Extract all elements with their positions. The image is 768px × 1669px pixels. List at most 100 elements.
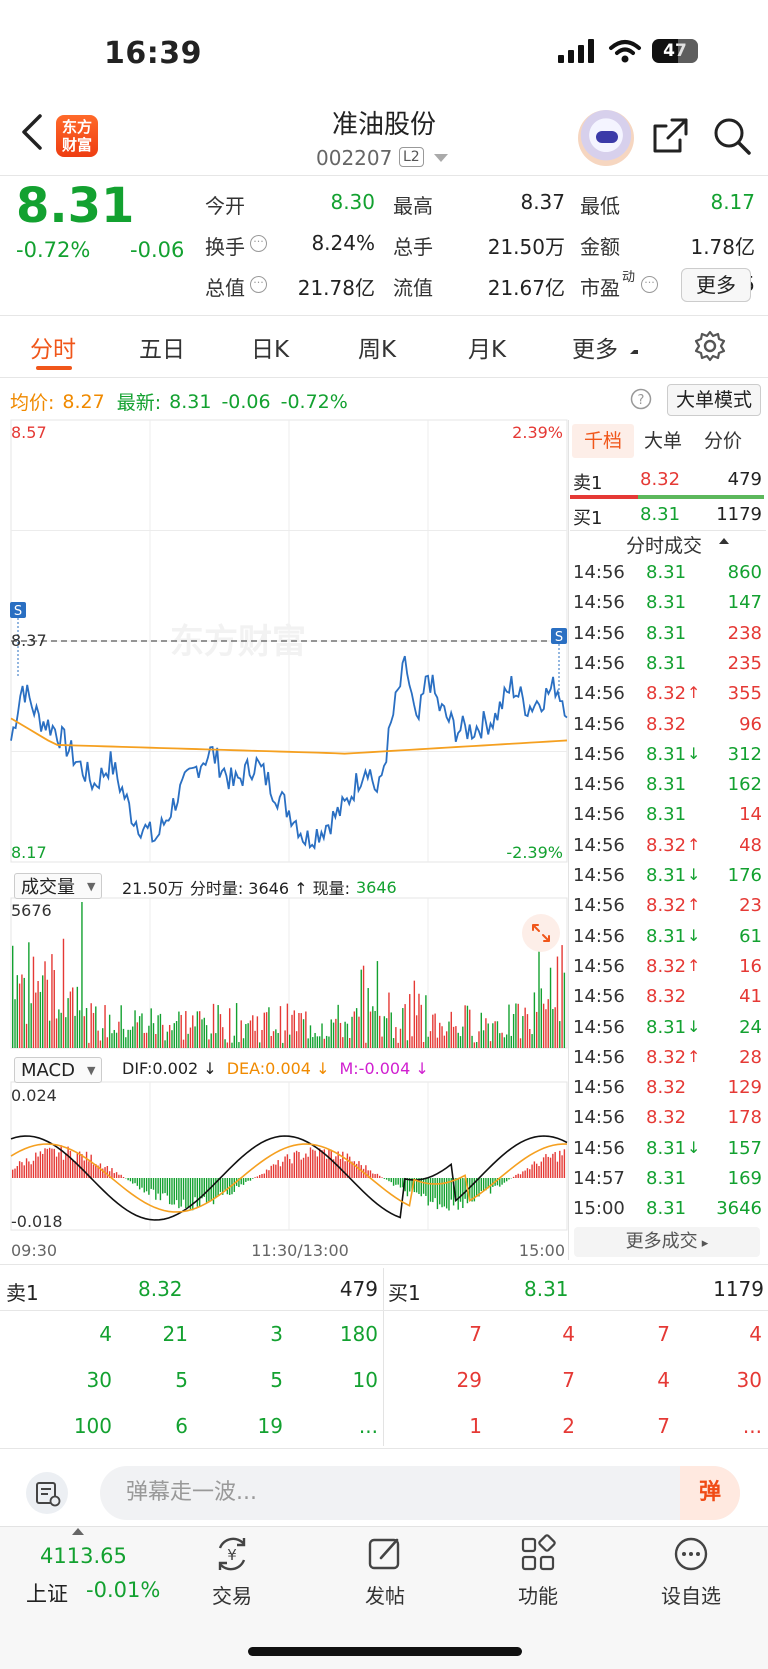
macd-bar [115, 1172, 118, 1178]
help-icon[interactable]: ? [630, 388, 652, 414]
signal-marker[interactable] [10, 602, 26, 618]
macd-bar [342, 1151, 344, 1178]
caret-up-icon[interactable] [719, 538, 729, 544]
macd-bar [300, 1159, 302, 1178]
info-icon[interactable]: ··· [638, 274, 658, 293]
side-tab-2[interactable]: 分价 [703, 430, 742, 452]
macd-bar [157, 1178, 159, 1194]
macd-indicator-select[interactable]: MACD ▼ [14, 1057, 103, 1083]
macd-bar [445, 1178, 448, 1209]
search-icon[interactable] [712, 116, 752, 160]
macd-bar [346, 1153, 349, 1178]
tab-5[interactable]: 更多 [572, 337, 618, 363]
danmaku-input[interactable]: 弹幕走一波... [100, 1466, 740, 1520]
expand-chart-button[interactable] [522, 914, 560, 952]
volume-bar [344, 1021, 346, 1048]
info-icon[interactable]: ··· [247, 233, 267, 252]
volume-bar [328, 1036, 330, 1048]
nav-add-watchlist[interactable]: 设自选 [631, 1534, 751, 1609]
buy1-label: 买1 [573, 508, 603, 529]
tab-0[interactable]: 分时 [30, 337, 76, 363]
macd-bar [545, 1154, 547, 1178]
volume-bar [113, 1029, 115, 1048]
intraday-chart[interactable]: 东方财富 S S 8.57 8.17 8.37 2.39% -2.39% 5676 0.024… [0, 418, 570, 1268]
volume-bar [88, 1042, 90, 1048]
tab-2[interactable]: 日K [251, 337, 290, 363]
tab-1[interactable]: 五日 [139, 337, 185, 363]
back-button[interactable] [20, 112, 60, 162]
side-tab-0[interactable]: 千档 [572, 424, 634, 458]
nav-post[interactable]: 发帖 [325, 1534, 445, 1609]
trade-volume: 16 [739, 955, 762, 977]
stock-code[interactable]: 002207 [316, 146, 393, 170]
volume-bar [445, 1031, 448, 1048]
volume-bar [99, 1040, 102, 1048]
tab-4[interactable]: 月K [468, 337, 507, 363]
avg-price-row: 均价: 8.27 最新: 8.31 -0.06 -0.72% [10, 388, 348, 415]
side-tab-1[interactable]: 大单 [643, 430, 682, 452]
macd-bar [69, 1150, 72, 1178]
nav-functions[interactable]: 功能 [478, 1534, 598, 1609]
caret-down-icon[interactable] [434, 154, 448, 162]
volume-bar [355, 1008, 358, 1048]
volume-bar [258, 1042, 261, 1048]
macd-bar [74, 1161, 76, 1178]
price-high-label: 8.57 [11, 423, 47, 442]
info-icon[interactable]: ··· [247, 274, 267, 293]
index-caret-icon[interactable] [72, 1528, 84, 1535]
volume-indicator-select[interactable]: 成交量 ▼ [14, 873, 103, 899]
volume-bar [300, 1013, 302, 1048]
signal-marker[interactable] [551, 628, 567, 644]
nav-trade[interactable]: ¥ 交易 [172, 1534, 292, 1609]
danmaku-toggle-button[interactable]: 弹 [680, 1466, 740, 1520]
more-trades-button[interactable]: 更多成交 ▸ [574, 1227, 760, 1257]
trade-price: 8.32 [646, 683, 687, 705]
macd-bar [531, 1164, 533, 1178]
volume-bar [496, 1021, 499, 1048]
change-percent: -0.72% [16, 238, 91, 262]
sell-queue-cell: 4 [99, 1322, 112, 1346]
index-name[interactable]: 上证 [26, 1582, 68, 1606]
macd-bar [425, 1178, 427, 1196]
macd-bar [439, 1178, 441, 1205]
macd-bar [205, 1178, 208, 1203]
volume-bar [48, 1020, 51, 1048]
volume-bar [261, 1029, 263, 1048]
more-quote-button[interactable]: 更多 [681, 268, 751, 302]
volume-bar [162, 1024, 164, 1048]
settings-icon[interactable] [694, 330, 726, 366]
active-tab-indicator [36, 366, 72, 370]
index-change[interactable]: -0.01% [86, 1578, 161, 1602]
volume-bar [475, 1042, 478, 1048]
buy-queue-cell: 4 [562, 1322, 575, 1346]
macd-bar [305, 1153, 307, 1178]
volume-bar [85, 1008, 88, 1048]
last-price: 8.31 [16, 178, 135, 234]
trade-price: 8.31 [646, 622, 687, 644]
quote-field-value: 8.30 [330, 190, 375, 214]
trade-time: 14:56 [573, 774, 625, 796]
trades-header[interactable]: 分时成交 [626, 535, 703, 557]
volume-bar [102, 1028, 104, 1048]
status-icons: 47 [558, 38, 698, 64]
index-value[interactable]: 4113.65 [40, 1544, 127, 1568]
quote-field-label: 最高 [393, 194, 433, 218]
macd-bar [415, 1178, 418, 1193]
macd-bar [166, 1178, 169, 1196]
tab-3[interactable]: 周K [358, 337, 397, 363]
share-icon[interactable] [650, 116, 690, 160]
macd-bar [42, 1153, 44, 1178]
volume-bar [233, 1035, 235, 1048]
macd-bar [547, 1156, 549, 1178]
volume-bar [379, 1015, 381, 1048]
macd-bar [162, 1178, 164, 1194]
volume-bar [309, 1025, 312, 1048]
trade-volume: 178 [727, 1107, 762, 1129]
volume-bar [25, 1023, 28, 1048]
comment-list-button[interactable] [26, 1472, 68, 1514]
macd-dif-line [10, 1135, 568, 1221]
volume-bar [450, 1011, 452, 1048]
volume-bar [279, 1006, 282, 1048]
app-logo[interactable]: 东方 财富 [56, 115, 98, 157]
big-order-mode-button[interactable]: 大单模式 [667, 384, 762, 416]
